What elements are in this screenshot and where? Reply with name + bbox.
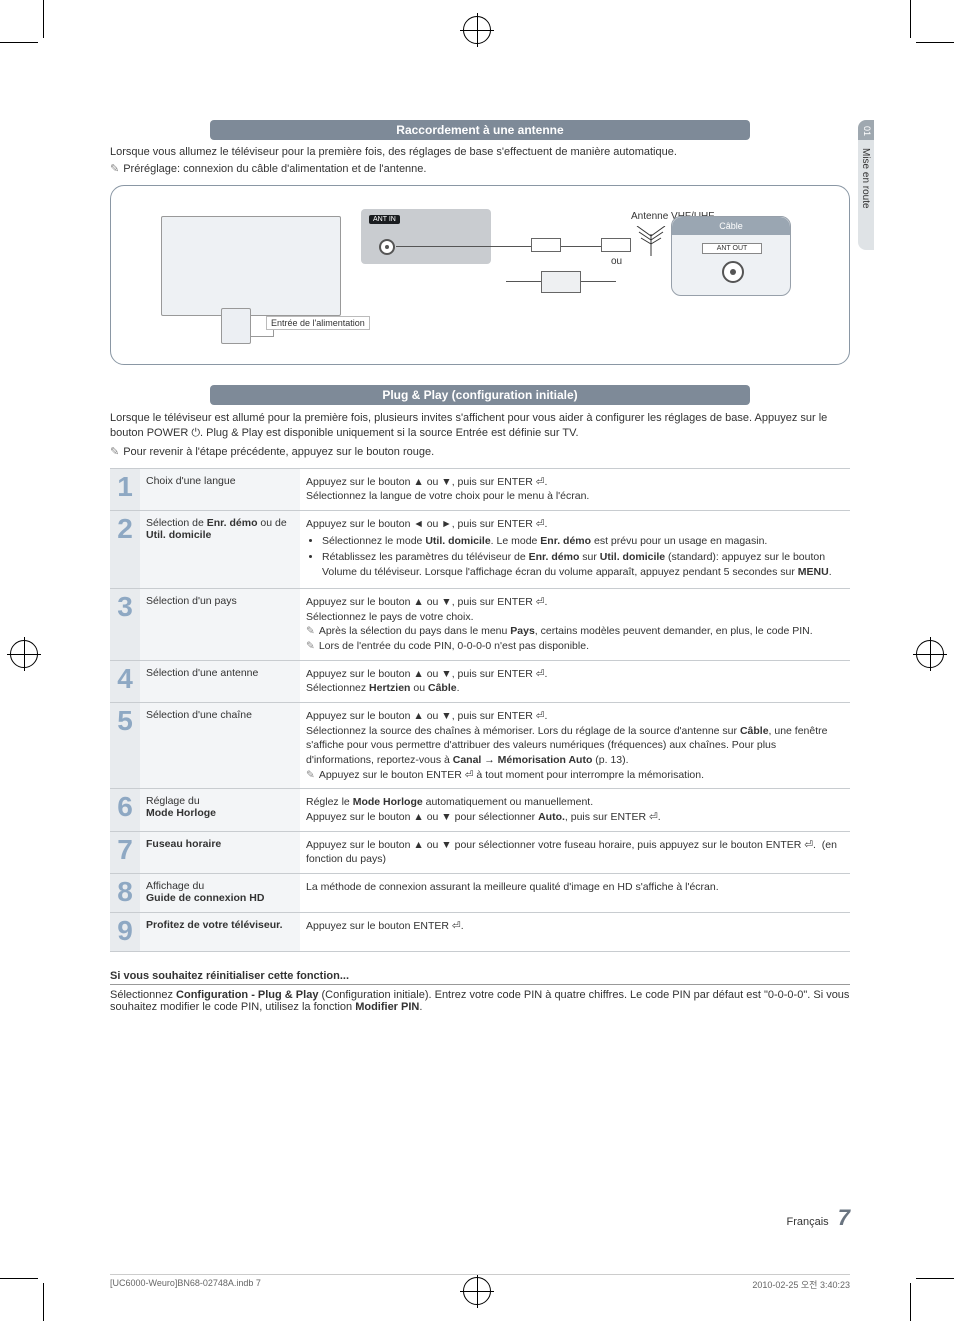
cable-line	[396, 246, 616, 247]
step-label: Choix d'une langue	[140, 468, 300, 510]
crop-mark	[0, 42, 38, 43]
reset-body: Sélectionnez Configuration - Plug & Play…	[110, 989, 850, 1013]
section1-title: Raccordement à une antenne	[210, 120, 750, 140]
registration-mark	[10, 640, 38, 668]
crop-mark	[43, 0, 44, 38]
reset-title: Si vous souhaitez réinitialiser cette fo…	[110, 970, 850, 985]
step-desc: Réglez le Mode Horloge automatiquement o…	[300, 789, 850, 831]
footer-page: 7	[838, 1205, 850, 1230]
step-row: 3Sélection d'un paysAppuyez sur le bouto…	[110, 588, 850, 660]
registration-mark	[463, 16, 491, 44]
step-row: 1Choix d'une langueAppuyez sur le bouton…	[110, 468, 850, 510]
print-timestamp: 2010-02-25 오전 3:40:23	[752, 1278, 850, 1291]
step-number: 8	[110, 874, 140, 913]
step-desc: Appuyez sur le bouton ▲ ou ▼, puis sur E…	[300, 660, 850, 702]
step-desc: Appuyez sur le bouton ▲ ou ▼, puis sur E…	[300, 702, 850, 788]
back-note-text: Pour revenir à l'étape précédente, appuy…	[123, 446, 434, 458]
sidebar-tab: 01 Mise en route	[858, 120, 874, 250]
connection-diagram: ANT IN Antenne VHF/UHF ou Câble ANT OUT …	[110, 185, 850, 365]
step-number: 4	[110, 660, 140, 702]
step-number: 2	[110, 511, 140, 589]
step-number: 5	[110, 702, 140, 788]
step-desc: Appuyez sur le bouton ▲ ou ▼, puis sur E…	[300, 588, 850, 660]
reset-section: Si vous souhaitez réinitialiser cette fo…	[110, 970, 850, 1013]
ant-in-label: ANT IN	[369, 215, 400, 224]
step-desc: La méthode de connexion assurant la meil…	[300, 874, 850, 913]
registration-mark	[916, 640, 944, 668]
crop-mark	[916, 1278, 954, 1279]
step-desc: Appuyez sur le bouton ▲ ou ▼ pour sélect…	[300, 831, 850, 873]
step-label: Sélection d'un pays	[140, 588, 300, 660]
sidebar-number: 01	[862, 126, 872, 138]
footer-lang: Français	[787, 1216, 829, 1228]
step-row: 7Fuseau horaireAppuyez sur le bouton ▲ o…	[110, 831, 850, 873]
power-label: Entrée de l'alimentation	[266, 316, 370, 330]
step-row: 9Profitez de votre téléviseur.Appuyez su…	[110, 913, 850, 952]
plug-icon	[531, 238, 561, 252]
step-number: 3	[110, 588, 140, 660]
step-row: 8Affichage duGuide de connexion HDLa mét…	[110, 874, 850, 913]
crop-mark	[0, 1278, 38, 1279]
or-label: ou	[611, 256, 622, 267]
page-content: Raccordement à une antenne Lorsque vous …	[110, 120, 850, 1013]
splitter-icon	[541, 271, 581, 293]
sidebar-label: Mise en route	[860, 148, 871, 209]
section2-intro: Lorsque le téléviseur est allumé pour la…	[110, 411, 850, 441]
back-panel: ANT IN	[361, 209, 491, 264]
print-line: [UC6000-Weuro]BN68-02748A.indb 7 2010-02…	[110, 1274, 850, 1291]
preset-note-text: Préréglage: connexion du câble d'aliment…	[123, 163, 426, 175]
step-label: Réglage duMode Horloge	[140, 789, 300, 831]
step-number: 1	[110, 468, 140, 510]
ant-out-label: ANT OUT	[702, 243, 762, 254]
steps-table: 1Choix d'une langueAppuyez sur le bouton…	[110, 468, 850, 952]
step-row: 4Sélection d'une antenneAppuyez sur le b…	[110, 660, 850, 702]
step-label: Sélection d'une antenne	[140, 660, 300, 702]
step-label: Sélection d'une chaîne	[140, 702, 300, 788]
crop-mark	[910, 0, 911, 38]
step-row: 6Réglage duMode HorlogeRéglez le Mode Ho…	[110, 789, 850, 831]
cable-box: Câble ANT OUT	[671, 216, 791, 296]
power-plug-icon	[221, 308, 251, 344]
print-file: [UC6000-Weuro]BN68-02748A.indb 7	[110, 1278, 261, 1291]
plug-icon	[601, 238, 631, 252]
step-number: 6	[110, 789, 140, 831]
section1-intro: Lorsque vous allumez le téléviseur pour …	[110, 146, 850, 158]
section2-title: Plug & Play (configuration initiale)	[210, 385, 750, 405]
crop-mark	[910, 1283, 911, 1321]
step-desc: Appuyez sur le bouton ▲ ou ▼, puis sur E…	[300, 468, 850, 510]
crop-mark	[916, 42, 954, 43]
section2-back-note: Pour revenir à l'étape précédente, appuy…	[110, 445, 850, 458]
step-label: Fuseau horaire	[140, 831, 300, 873]
step-desc: Appuyez sur le bouton ENTER ⏎.	[300, 913, 850, 952]
step-number: 7	[110, 831, 140, 873]
cable-box-title: Câble	[672, 221, 790, 231]
ant-port-icon	[379, 239, 395, 255]
step-label: Profitez de votre téléviseur.	[140, 913, 300, 952]
page-footer: Français 7	[110, 1205, 850, 1231]
crop-mark	[43, 1283, 44, 1321]
ant-out-port-icon	[722, 261, 744, 283]
tv-icon	[161, 216, 341, 316]
step-row: 5Sélection d'une chaîneAppuyez sur le bo…	[110, 702, 850, 788]
step-label: Sélection de Enr. démo ou de Util. domic…	[140, 511, 300, 589]
step-row: 2Sélection de Enr. démo ou de Util. domi…	[110, 511, 850, 589]
section1-preset-note: Préréglage: connexion du câble d'aliment…	[110, 162, 850, 175]
step-label: Affichage duGuide de connexion HD	[140, 874, 300, 913]
antenna-icon	[631, 226, 671, 256]
step-number: 9	[110, 913, 140, 952]
step-desc: Appuyez sur le bouton ◄ ou ►, puis sur E…	[300, 511, 850, 589]
